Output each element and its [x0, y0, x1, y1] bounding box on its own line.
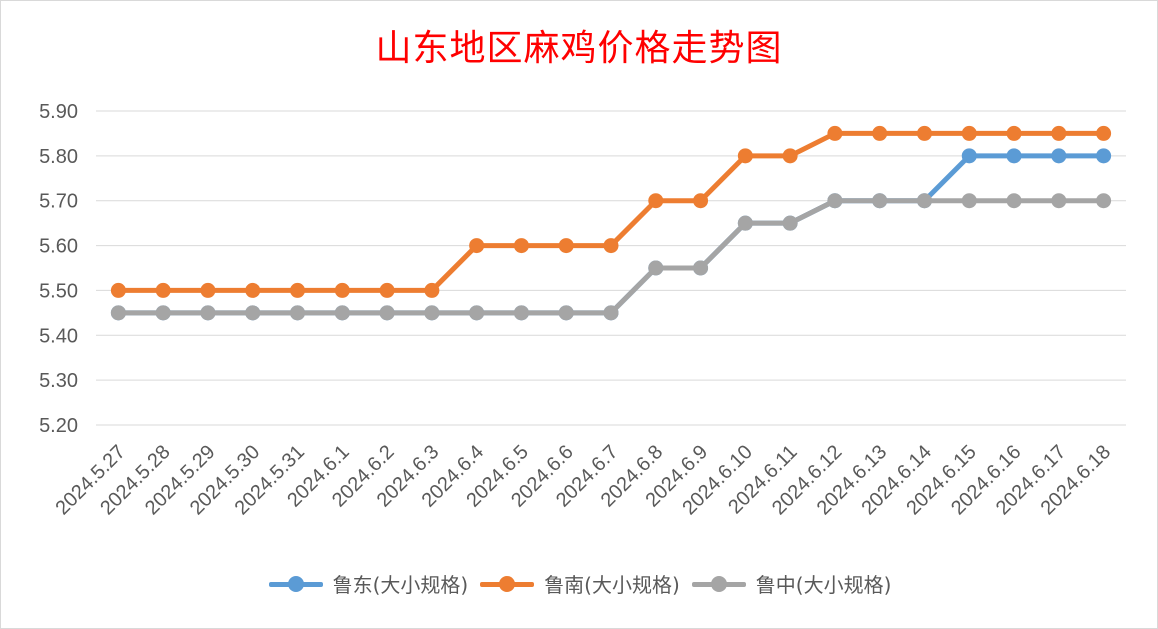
y-tick-label: 5.90: [39, 101, 78, 123]
data-point[interactable]: [1051, 193, 1067, 209]
data-point[interactable]: [603, 305, 619, 321]
data-point[interactable]: [648, 193, 664, 209]
data-point[interactable]: [961, 125, 977, 141]
data-point[interactable]: [693, 193, 709, 209]
data-point[interactable]: [827, 125, 843, 141]
legend-label-lunan: 鲁南(大小规格): [544, 573, 680, 597]
y-tick-label: 5.30: [39, 370, 78, 392]
data-point[interactable]: [693, 260, 709, 276]
data-point[interactable]: [110, 305, 126, 321]
data-point[interactable]: [110, 282, 126, 298]
data-point[interactable]: [1051, 125, 1067, 141]
y-axis-ticks: 5.20 5.30 5.40 5.50 5.60 5.70 5.80 5.90: [39, 101, 78, 437]
legend-item-luzhong[interactable]: 鲁中(大小规格): [690, 569, 892, 598]
data-point[interactable]: [961, 193, 977, 209]
plot-area: 5.20 5.30 5.40 5.50 5.60 5.70 5.80 5.90 2024.5.…: [39, 101, 1126, 519]
data-point[interactable]: [916, 125, 932, 141]
data-point[interactable]: [1096, 193, 1112, 209]
data-point[interactable]: [872, 193, 888, 209]
data-point[interactable]: [469, 305, 485, 321]
data-point[interactable]: [424, 305, 440, 321]
data-point[interactable]: [1006, 125, 1022, 141]
data-point[interactable]: [1096, 148, 1112, 164]
data-point[interactable]: [379, 305, 395, 321]
legend-label-ludong: 鲁东(大小规格): [332, 573, 469, 597]
data-point[interactable]: [648, 260, 664, 276]
series-line: [115, 130, 1107, 293]
data-point[interactable]: [558, 305, 574, 321]
data-point[interactable]: [334, 305, 350, 321]
legend-swatch-ludong: [267, 573, 325, 595]
data-point[interactable]: [334, 282, 350, 298]
legend-swatch-luzhong: [690, 573, 748, 595]
data-point[interactable]: [1006, 193, 1022, 209]
data-point[interactable]: [1051, 148, 1067, 164]
y-tick-label: 5.50: [39, 280, 78, 302]
data-point[interactable]: [513, 305, 529, 321]
y-tick-label: 5.60: [39, 236, 78, 258]
y-tick-label: 5.70: [39, 191, 78, 213]
data-point[interactable]: [200, 282, 216, 298]
data-point[interactable]: [1006, 148, 1022, 164]
data-point[interactable]: [737, 215, 753, 231]
legend-item-ludong[interactable]: 鲁东(大小规格): [267, 569, 469, 598]
data-point[interactable]: [827, 193, 843, 209]
y-tick-label: 5.20: [39, 415, 78, 437]
data-point[interactable]: [558, 238, 574, 254]
series-line: [115, 198, 1107, 316]
data-point[interactable]: [155, 282, 171, 298]
data-point[interactable]: [290, 305, 306, 321]
data-point[interactable]: [737, 148, 753, 164]
data-point[interactable]: [872, 125, 888, 141]
y-tick-label: 5.80: [39, 146, 78, 168]
legend: 鲁东(大小规格) 鲁南(大小规格) 鲁中(大小规格): [1, 569, 1157, 598]
data-point[interactable]: [200, 305, 216, 321]
y-tick-label: 5.40: [39, 325, 78, 347]
data-point[interactable]: [603, 238, 619, 254]
data-point[interactable]: [961, 148, 977, 164]
x-axis-ticks: 2024.5.272024.5.282024.5.292024.5.302024…: [51, 441, 1115, 519]
series-1: [110, 125, 1112, 298]
data-point[interactable]: [782, 148, 798, 164]
legend-item-lunan[interactable]: 鲁南(大小规格): [478, 569, 680, 598]
data-point[interactable]: [513, 238, 529, 254]
data-point[interactable]: [245, 282, 261, 298]
series-2: [110, 193, 1112, 321]
series-lines: [110, 125, 1112, 321]
chart-title: 山东地区麻鸡价格走势图: [375, 28, 783, 69]
data-point[interactable]: [379, 282, 395, 298]
legend-label-luzhong: 鲁中(大小规格): [755, 573, 892, 597]
series-0: [110, 148, 1112, 321]
data-point[interactable]: [916, 193, 932, 209]
legend-swatch-lunan: [478, 573, 536, 595]
data-point[interactable]: [290, 282, 306, 298]
data-point[interactable]: [424, 282, 440, 298]
data-point[interactable]: [155, 305, 171, 321]
data-point[interactable]: [469, 238, 485, 254]
data-point[interactable]: [245, 305, 261, 321]
data-point[interactable]: [782, 215, 798, 231]
data-point[interactable]: [1096, 125, 1112, 141]
